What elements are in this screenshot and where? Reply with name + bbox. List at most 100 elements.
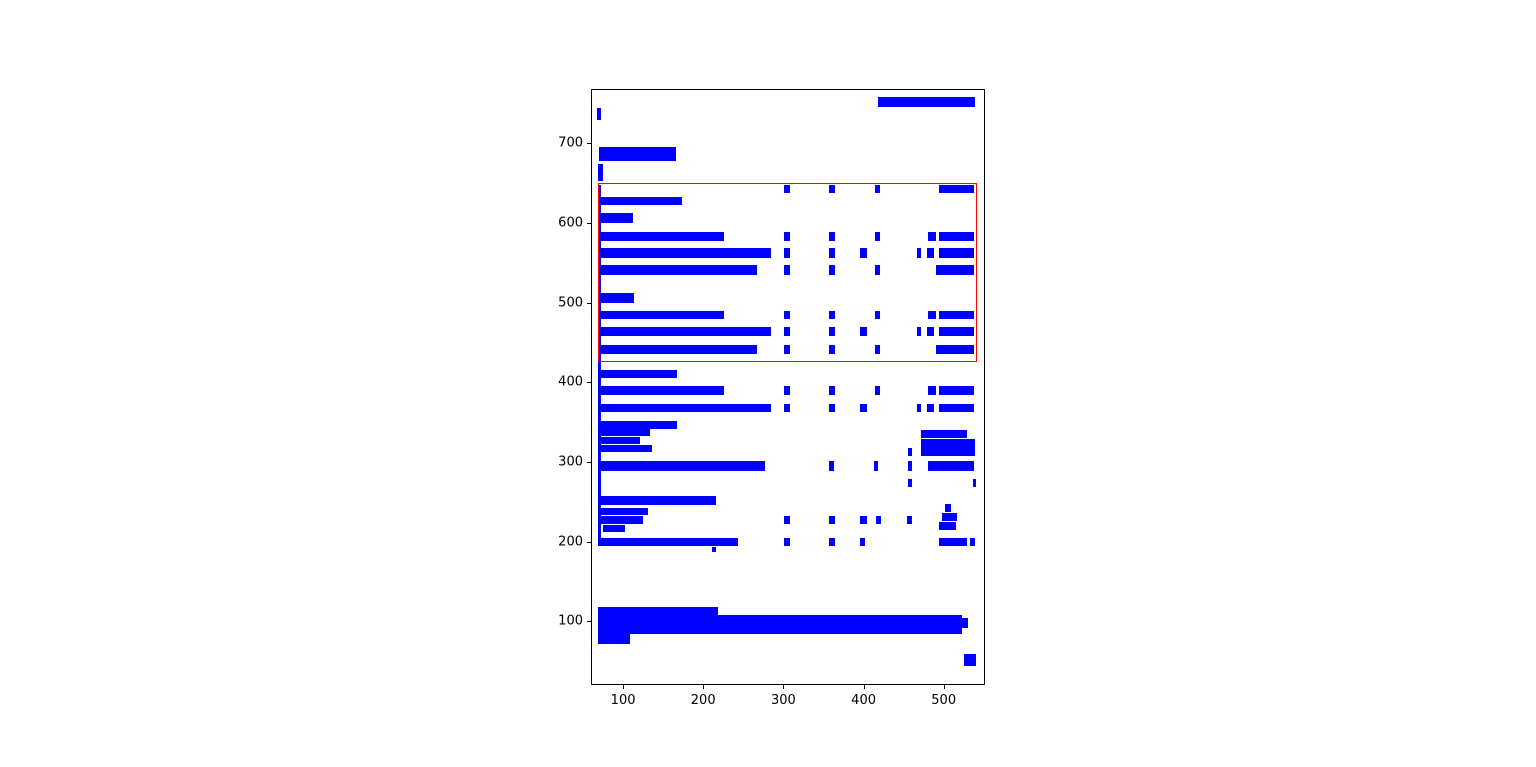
data-box (784, 344, 790, 354)
data-box (784, 310, 790, 320)
data-box (598, 633, 631, 645)
data-box (860, 403, 867, 413)
data-box (926, 403, 935, 413)
data-box (829, 310, 835, 320)
highlight-rectangle (598, 183, 977, 363)
data-box (829, 386, 835, 395)
data-box (829, 248, 835, 258)
data-box (874, 185, 881, 194)
x-tick-label: 300 (770, 693, 796, 708)
data-box (920, 448, 975, 457)
data-box (598, 614, 963, 634)
x-tick-mark (623, 685, 625, 689)
data-box (598, 231, 725, 242)
x-tick-mark (703, 685, 705, 689)
data-box (598, 538, 738, 547)
x-tick-mark (783, 685, 785, 689)
data-box (916, 248, 922, 258)
data-box (598, 420, 677, 429)
data-box (938, 538, 967, 547)
data-box (860, 248, 867, 258)
data-box (944, 504, 951, 513)
data-box (938, 185, 975, 194)
data-box (927, 310, 936, 320)
plot-area (591, 89, 985, 685)
data-box (598, 248, 772, 258)
data-box (598, 369, 677, 379)
data-box (603, 524, 625, 532)
data-box (926, 327, 935, 336)
x-tick-mark (943, 685, 945, 689)
data-box (598, 163, 603, 182)
data-box (920, 438, 975, 448)
data-box (938, 231, 975, 242)
data-box (598, 461, 765, 471)
data-box (874, 265, 881, 276)
data-box (938, 327, 975, 336)
data-box (860, 538, 866, 547)
x-tick-label: 400 (851, 693, 877, 708)
data-box (829, 185, 835, 194)
data-box (963, 653, 976, 666)
data-box (860, 327, 867, 336)
data-box (962, 618, 968, 629)
data-box (874, 386, 881, 395)
data-box (860, 516, 867, 525)
x-tick-label: 200 (690, 693, 716, 708)
data-box (598, 445, 652, 453)
y-tick-mark (587, 302, 591, 304)
data-box (784, 538, 790, 547)
data-box (598, 327, 772, 336)
y-tick-mark (587, 541, 591, 543)
data-box (970, 538, 975, 547)
data-box (784, 185, 790, 194)
data-box (926, 248, 935, 258)
data-box (597, 108, 602, 121)
data-box (938, 248, 975, 258)
data-box (598, 310, 725, 320)
data-box (906, 516, 913, 525)
data-box (829, 516, 835, 525)
data-box (829, 403, 835, 413)
data-box (907, 461, 912, 471)
data-box (942, 512, 958, 521)
data-box (938, 403, 975, 413)
data-box (598, 429, 651, 437)
data-box (784, 265, 790, 276)
y-tick-label: 400 (558, 374, 583, 390)
y-tick-mark (587, 382, 591, 384)
data-box (938, 310, 975, 320)
data-box (784, 516, 790, 525)
data-box (598, 293, 635, 303)
x-tick-mark (863, 685, 865, 689)
y-tick-mark (587, 222, 591, 224)
data-box (598, 213, 634, 223)
data-box (829, 231, 835, 242)
data-box (829, 538, 835, 547)
data-box (784, 386, 790, 395)
y-tick-label: 100 (558, 613, 583, 629)
data-box (972, 478, 976, 487)
data-box (598, 344, 757, 354)
data-box (829, 461, 834, 471)
y-tick-label: 700 (558, 135, 583, 151)
y-tick-mark (587, 461, 591, 463)
data-box (829, 327, 835, 336)
data-box (935, 265, 975, 276)
y-tick-label: 300 (558, 454, 583, 470)
y-tick-label: 600 (558, 215, 583, 231)
data-box (920, 430, 967, 438)
data-box (598, 508, 648, 516)
data-box (784, 403, 790, 413)
data-box (878, 97, 975, 108)
y-tick-mark (587, 621, 591, 623)
data-box (784, 231, 790, 242)
data-box (874, 344, 881, 354)
data-box (598, 496, 716, 505)
data-box (598, 265, 757, 276)
data-box (927, 461, 975, 471)
data-box (598, 184, 601, 546)
data-box (598, 386, 725, 395)
y-tick-mark (587, 143, 591, 145)
